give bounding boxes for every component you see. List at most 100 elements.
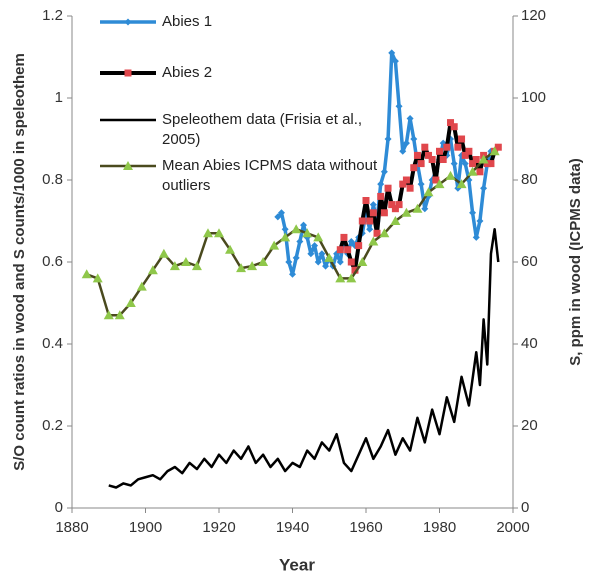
marker — [280, 232, 291, 242]
marker — [384, 184, 392, 192]
marker — [456, 179, 467, 189]
marker — [369, 209, 377, 217]
marker — [467, 166, 478, 176]
marker — [489, 146, 500, 156]
marker — [421, 205, 429, 213]
legend-marker — [123, 161, 133, 170]
marker — [225, 244, 236, 254]
y-tick-label: 1.2 — [42, 7, 63, 24]
y2-axis-title: S, ppm in wood (ICPMS data) — [567, 158, 584, 366]
x-tick-label: 1920 — [202, 519, 235, 536]
marker — [335, 273, 346, 283]
y2-tick-label: 120 — [521, 7, 546, 24]
marker — [300, 221, 308, 229]
marker — [483, 160, 491, 168]
marker — [314, 258, 322, 266]
y2-tick-label: 80 — [521, 171, 538, 188]
y-axis-title: S/O count ratios in wood and S counts/10… — [11, 53, 28, 471]
marker — [450, 123, 458, 131]
marker — [302, 228, 313, 238]
marker — [191, 261, 202, 271]
marker — [368, 236, 379, 246]
marker — [269, 240, 280, 250]
x-tick-label: 1880 — [55, 519, 88, 536]
legend-label: Mean Abies ICPMS data without outliers — [162, 157, 378, 194]
marker — [369, 201, 377, 209]
legend-marker — [124, 69, 132, 77]
marker — [362, 197, 370, 204]
marker — [480, 184, 488, 192]
marker — [461, 160, 469, 168]
marker — [344, 246, 352, 254]
marker — [432, 176, 440, 184]
marker — [395, 102, 403, 110]
marker — [202, 228, 213, 238]
marker — [311, 242, 319, 250]
marker — [81, 269, 92, 279]
x-tick-label: 2000 — [496, 519, 529, 536]
y2-tick-label: 100 — [521, 89, 546, 106]
y2-tick-label: 0 — [521, 499, 529, 516]
marker — [274, 213, 282, 221]
marker — [465, 147, 473, 155]
marker — [423, 187, 434, 197]
y-tick-label: 0.6 — [42, 253, 63, 270]
marker — [180, 257, 191, 266]
marker — [373, 229, 381, 237]
marker — [421, 143, 429, 151]
marker — [476, 217, 484, 225]
marker — [103, 310, 114, 320]
marker — [291, 224, 302, 234]
marker — [322, 262, 330, 270]
marker — [399, 147, 407, 155]
marker — [340, 233, 348, 241]
legend-label: Speleothem data (Frisia et al., 2005) — [162, 111, 363, 148]
marker — [313, 232, 324, 242]
x-tick-label: 1960 — [349, 519, 382, 536]
marker — [413, 151, 421, 159]
marker — [472, 233, 480, 241]
marker — [487, 160, 495, 168]
series-line — [108, 227, 500, 489]
marker — [285, 258, 293, 266]
x-tick-label: 1940 — [276, 519, 309, 536]
marker — [391, 205, 399, 213]
marker — [401, 207, 412, 217]
marker — [406, 115, 414, 122]
marker — [410, 164, 418, 172]
marker — [169, 261, 180, 271]
marker — [391, 57, 399, 65]
marker — [428, 156, 436, 163]
legend-label: Abies 2 — [162, 64, 213, 81]
marker — [447, 119, 455, 127]
marker — [355, 242, 363, 250]
marker — [358, 217, 366, 225]
x-tick-label: 1980 — [423, 519, 456, 536]
marker — [377, 192, 385, 200]
marker — [366, 225, 374, 233]
marker — [399, 180, 407, 188]
y2-tick-label: 60 — [521, 253, 538, 270]
marker — [417, 160, 425, 168]
legend-label: Abies 1 — [162, 13, 213, 30]
marker — [388, 49, 396, 57]
marker — [454, 143, 462, 151]
marker — [351, 266, 359, 274]
marker — [292, 254, 300, 262]
marker — [258, 257, 269, 266]
y-tick-label: 0.8 — [42, 171, 63, 188]
marker — [366, 217, 374, 225]
marker — [114, 310, 125, 320]
marker — [458, 135, 466, 143]
marker — [136, 281, 147, 291]
marker — [307, 250, 315, 258]
marker — [236, 263, 247, 273]
marker — [472, 156, 480, 163]
marker — [296, 238, 304, 245]
marker — [424, 151, 432, 159]
marker — [478, 154, 489, 164]
marker — [445, 170, 456, 180]
marker — [347, 258, 355, 266]
marker — [277, 209, 285, 217]
